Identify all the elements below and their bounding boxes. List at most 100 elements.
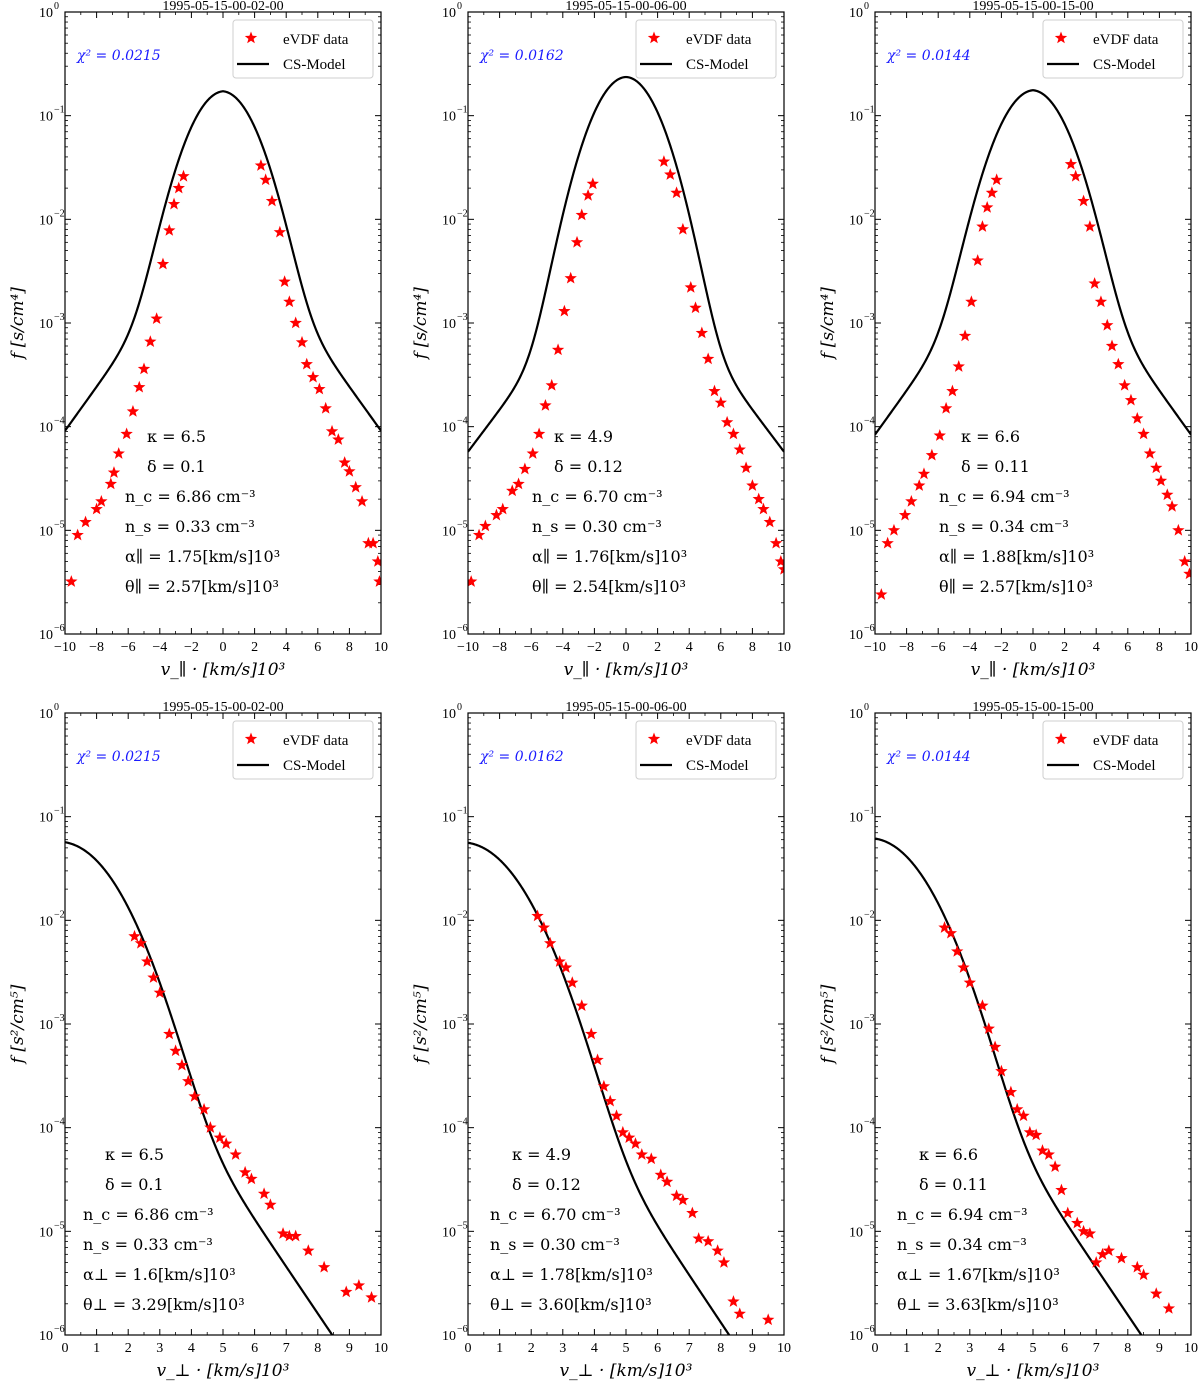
parameter-annotation: δ = 0.11: [961, 457, 1030, 476]
data-point: [1071, 1216, 1084, 1229]
legend: eVDF data CS-Model: [635, 720, 777, 780]
y-tick-label: 10: [39, 110, 53, 125]
x-tick-label: 8: [749, 640, 756, 655]
y-tick-label: 10: [39, 421, 53, 436]
data-point: [952, 360, 965, 372]
y-tick-exponent: −1: [457, 105, 468, 116]
y-tick-label: 10: [849, 421, 863, 436]
parameter-annotation: α∥ = 1.75[km/s]10³: [125, 547, 280, 566]
data-point: [472, 528, 486, 541]
data-point: [905, 494, 918, 507]
data-point: [468, 575, 478, 587]
legend-star-marker: [244, 732, 258, 745]
data-point: [1172, 523, 1185, 536]
data-point: [988, 1040, 1002, 1053]
legend-label-model: CS-Model: [1093, 758, 1156, 774]
y-tick-exponent: −5: [54, 519, 65, 530]
parameter-annotation: n_c = 6.70 cm⁻³: [532, 487, 663, 506]
parameter-annotation: n_s = 0.34 cm⁻³: [897, 1235, 1027, 1254]
y-tick-exponent: −1: [54, 105, 65, 116]
data-point: [976, 220, 989, 232]
data-point: [172, 181, 185, 194]
data-point: [971, 254, 984, 266]
legend-star-marker: [1054, 732, 1068, 745]
x-tick-label: −4: [555, 640, 570, 655]
data-point: [278, 275, 291, 288]
data-point: [727, 427, 740, 440]
data-point: [1061, 1206, 1074, 1219]
x-tick-label: 4: [591, 1341, 598, 1356]
data-point: [1112, 357, 1125, 370]
data-point: [1077, 194, 1090, 207]
x-tick-label: 9: [346, 1341, 353, 1356]
parameter-annotation: κ = 4.9: [554, 427, 613, 446]
data-point: [265, 194, 279, 207]
data-point: [373, 575, 381, 587]
data-point: [701, 352, 715, 365]
data-point: [965, 295, 978, 308]
chart-title: 1995-05-15-00-06-00: [565, 700, 686, 715]
y-tick-label: 10: [39, 1329, 53, 1344]
data-point: [539, 399, 552, 411]
y-tick-label: 10: [39, 1225, 53, 1240]
parameter-annotation: θ⊥ = 3.29[km/s]10³: [83, 1295, 245, 1314]
data-point: [1036, 1144, 1049, 1156]
y-tick-label: 10: [39, 811, 53, 826]
y-tick-exponent: −6: [864, 623, 875, 634]
y-tick-label: 10: [849, 1329, 863, 1344]
parameter-annotation: n_c = 6.86 cm⁻³: [83, 1205, 214, 1224]
data-point: [126, 405, 140, 417]
data-point: [1064, 157, 1078, 170]
x-tick-label: 1: [496, 1341, 503, 1356]
data-point: [1137, 1268, 1150, 1281]
data-point: [684, 281, 697, 293]
data-point: [777, 562, 784, 575]
chi-square-label: χ² = 0.0144: [886, 749, 971, 765]
data-point: [325, 424, 339, 437]
y-tick-label: 10: [442, 811, 456, 826]
parameter-annotation: θ⊥ = 3.60[km/s]10³: [490, 1295, 652, 1314]
chi-square-label: χ² = 0.0215: [76, 48, 161, 64]
x-tick-label: 8: [346, 640, 353, 655]
data-point: [551, 343, 565, 356]
data-point: [564, 271, 577, 284]
legend: eVDF data CS-Model: [232, 19, 374, 79]
x-tick-label: 8: [1124, 1341, 1131, 1356]
parameter-annotation: κ = 6.6: [961, 427, 1020, 446]
y-tick-exponent: −2: [864, 208, 875, 219]
data-point: [352, 1279, 366, 1291]
data-point: [273, 225, 287, 238]
x-tick-label: 10: [777, 640, 791, 655]
data-point: [95, 494, 108, 507]
y-tick-exponent: −6: [54, 623, 65, 634]
parameter-annotation: α⊥ = 1.6[km/s]10³: [83, 1265, 236, 1284]
x-tick-label: −2: [994, 640, 1009, 655]
data-point: [887, 523, 901, 536]
y-tick-exponent: −6: [457, 623, 468, 634]
data-point: [332, 433, 345, 445]
x-tick-label: 9: [1156, 1341, 1163, 1356]
data-point: [343, 464, 356, 477]
data-point: [1143, 447, 1157, 459]
parameter-annotation: α∥ = 1.88[km/s]10³: [939, 547, 1094, 566]
x-tick-label: 1: [903, 1341, 910, 1356]
y-tick-label: 10: [849, 6, 863, 21]
data-point: [245, 1172, 258, 1185]
y-tick-exponent: −2: [457, 208, 468, 219]
data-point: [739, 461, 753, 474]
data-point: [610, 1109, 623, 1122]
data-point: [1118, 378, 1131, 391]
data-point: [362, 536, 375, 549]
data-point: [1083, 220, 1097, 232]
x-tick-label: −10: [864, 640, 886, 655]
plot-frame: [874, 712, 1192, 1336]
parameter-annotation: α⊥ = 1.67[km/s]10³: [897, 1265, 1060, 1284]
y-tick-label: 10: [849, 1018, 863, 1033]
legend-label-data: eVDF data: [283, 733, 349, 749]
parameter-annotation: α⊥ = 1.78[km/s]10³: [490, 1265, 653, 1284]
data-point: [300, 357, 313, 370]
x-tick-label: −10: [457, 640, 479, 655]
y-tick-label: 10: [849, 110, 863, 125]
plot-frame: [64, 11, 382, 635]
